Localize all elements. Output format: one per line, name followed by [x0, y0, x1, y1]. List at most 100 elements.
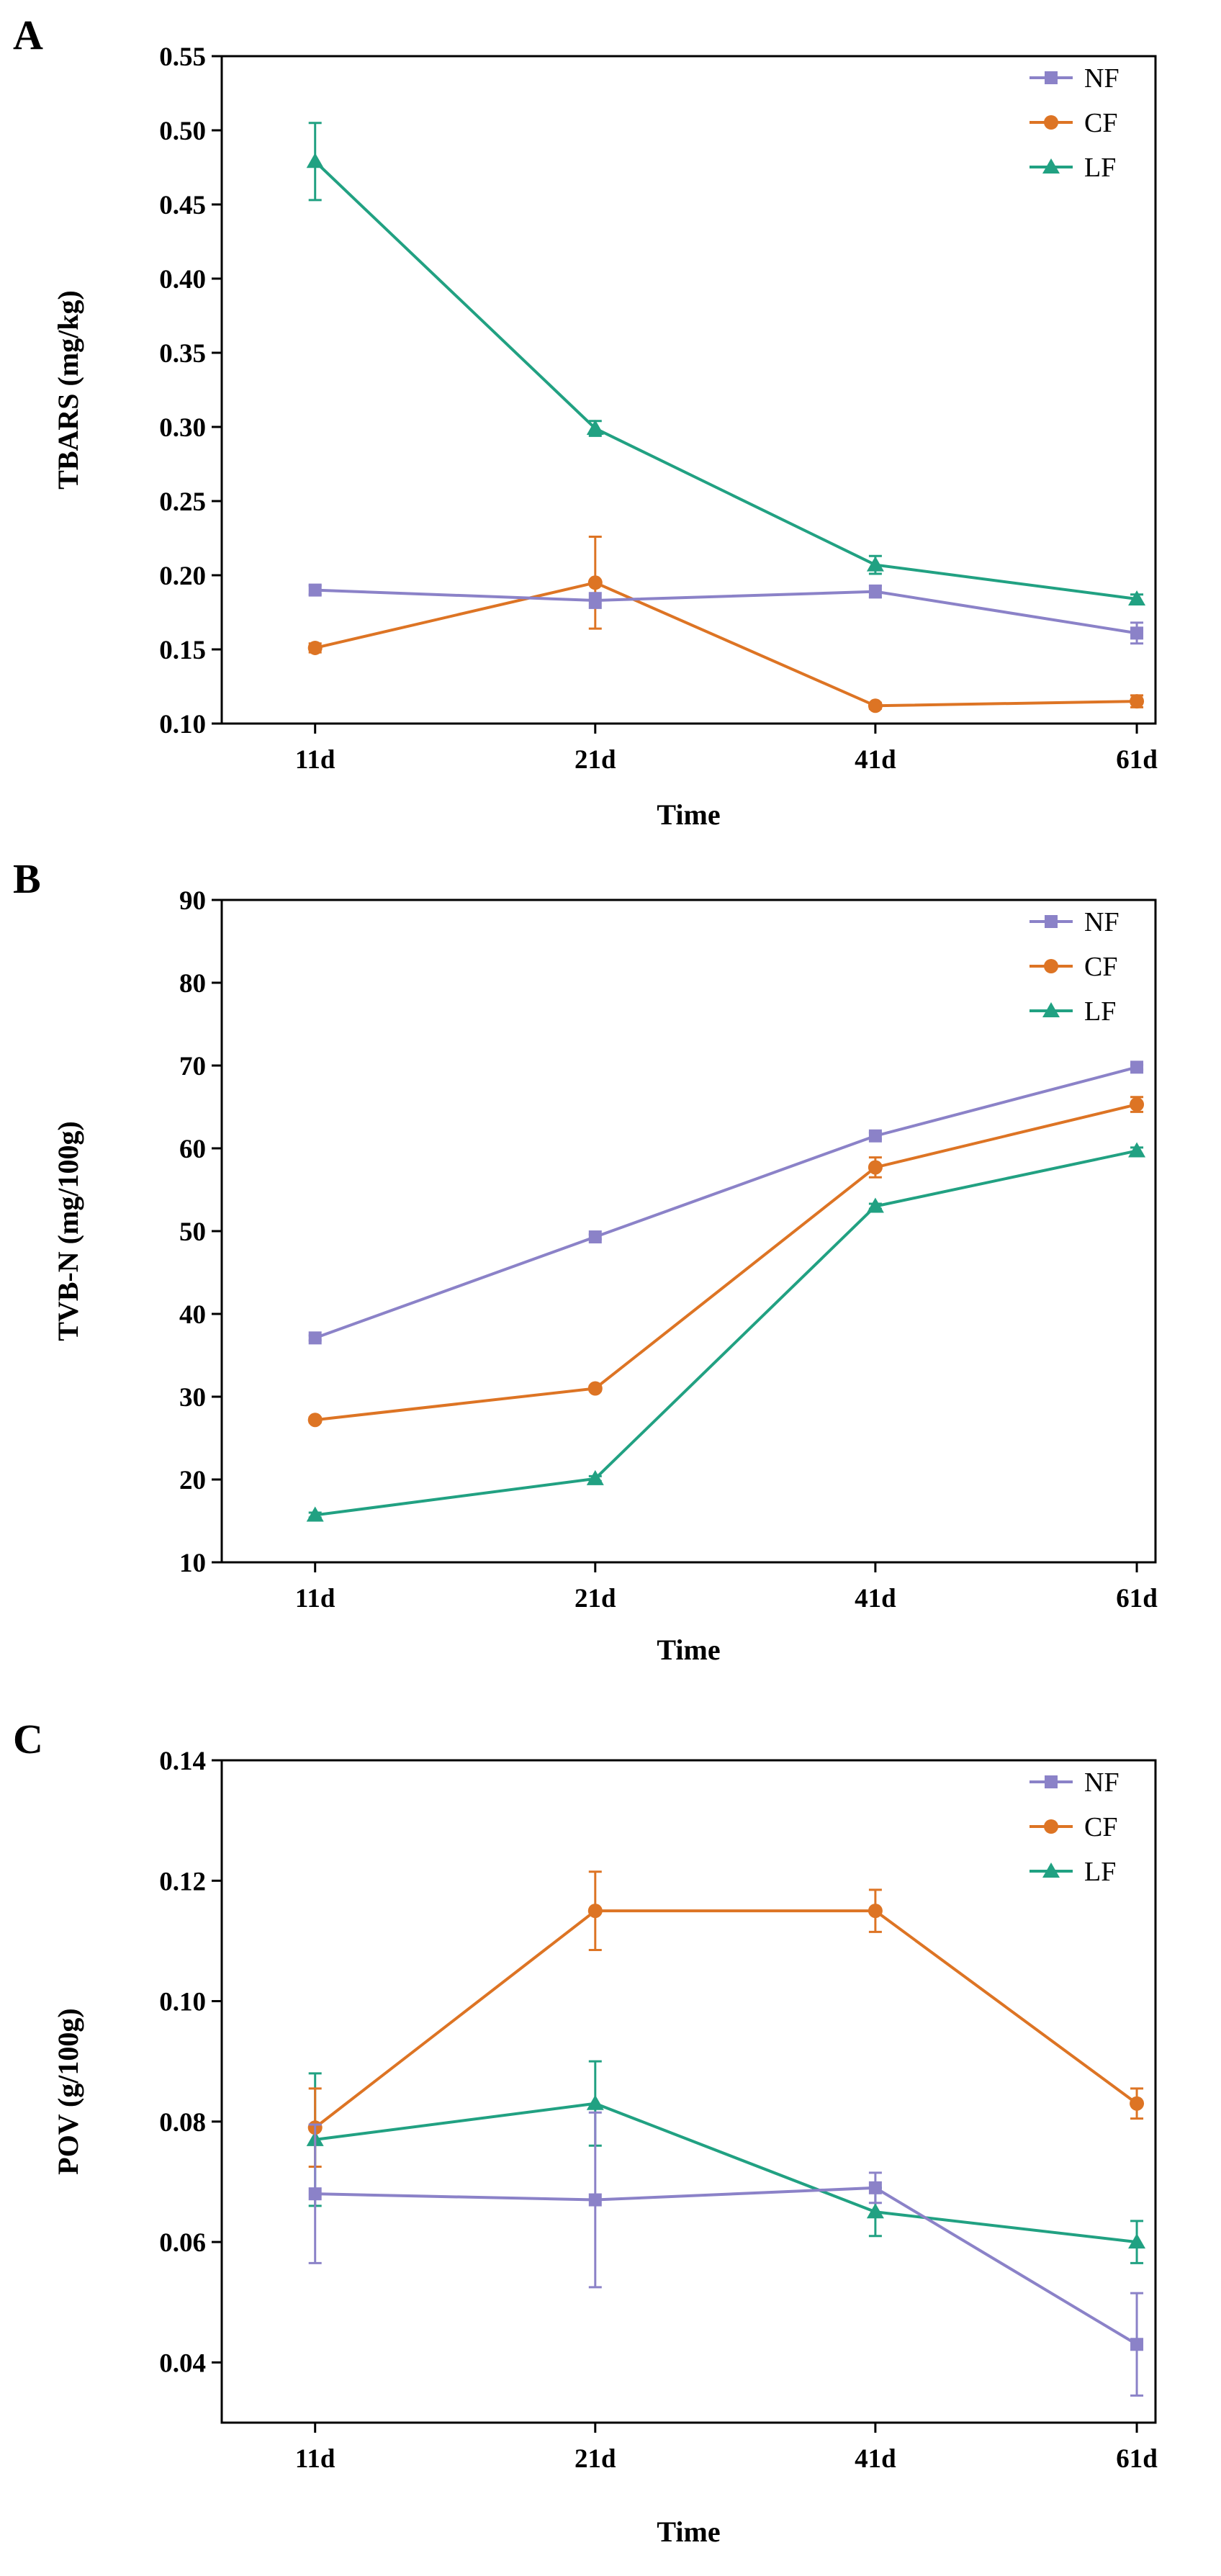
y-tick-label-b: 80 [179, 969, 206, 999]
y-tick-label-c: 0.08 [159, 2108, 206, 2138]
legend-marker-cf-b [1044, 959, 1058, 973]
x-tick-label-a: 11d [295, 745, 335, 775]
y-tick-label-c: 0.04 [159, 2348, 206, 2378]
data-point-nf-c [588, 2193, 602, 2207]
x-tick-label-c: 21d [575, 2444, 616, 2474]
y-tick-label-b: 10 [179, 1549, 206, 1578]
data-point-lf-b [866, 1197, 884, 1213]
y-tick-label-a: 0.40 [159, 265, 206, 294]
plot-frame-a [220, 55, 1157, 725]
y-tick-label-a: 0.35 [159, 339, 206, 369]
y-tick-label-a: 0.30 [159, 413, 206, 443]
y-tick-label-b: 60 [179, 1135, 206, 1164]
series-line-cf-a [315, 581, 1137, 708]
legend-marker-cf-a [1044, 115, 1058, 130]
y-tick-label-c: 0.14 [159, 1747, 206, 1776]
y-tick-label-a: 0.25 [159, 487, 206, 517]
data-point-cf-c [1130, 2096, 1145, 2111]
x-tick-label-c: 41d [855, 2444, 896, 2474]
series-line-cf-c [314, 1909, 1138, 2129]
legend-marker-lf-b [1042, 1002, 1060, 1017]
data-point-lf-c [1128, 2233, 1146, 2249]
series-lf-c [306, 2060, 1146, 2264]
legend-label-nf-a: NF [1084, 63, 1119, 94]
data-point-cf-a [868, 698, 883, 713]
x-tick-label-c: 11d [295, 2444, 335, 2474]
data-point-cf-a [307, 640, 323, 655]
y-tick-label-b: 20 [179, 1466, 206, 1495]
legend-marker-cf-c [1044, 1819, 1058, 1834]
y-axis-title-a: TBARS (mg/kg) [52, 290, 84, 490]
data-point-lf-a [586, 420, 604, 436]
y-tick-label-c: 0.10 [159, 1988, 206, 2017]
data-point-nf-b [308, 1331, 322, 1345]
legend-label-cf-c: CF [1084, 1812, 1117, 1842]
legend-label-nf-b: NF [1084, 907, 1119, 937]
series-cf-a [307, 535, 1145, 713]
x-tick-label-b: 41d [855, 1584, 896, 1613]
data-point-nf-b [868, 1129, 882, 1143]
series-line-lf-c [315, 2102, 1137, 2244]
y-axis-title-c: POV (g/100g) [52, 2008, 84, 2174]
data-point-nf-b [1130, 1060, 1144, 1074]
panel-c: C [13, 1716, 43, 1762]
series-nf-a [308, 583, 1144, 645]
chart-c: 0.04 0.06 0.08 0.10 0.12 0.14 11d 21d 41d 61d Time… [52, 1747, 1158, 2548]
data-point-cf-a [1130, 694, 1145, 709]
series-line-lf-b [315, 1149, 1137, 1517]
legend-label-lf-b: LF [1084, 996, 1116, 1027]
series-nf-c [308, 2111, 1144, 2397]
x-tick-label-b: 11d [295, 1584, 335, 1613]
y-tick-label-b: 70 [179, 1052, 206, 1081]
panel-letter-a: A [13, 12, 43, 58]
data-point-lf-c [586, 2094, 604, 2110]
y-tick-label-c: 0.12 [159, 1867, 206, 1896]
data-point-cf-b [307, 1413, 323, 1428]
y-tick-label-a: 0.45 [159, 191, 206, 220]
data-point-cf-b [587, 1381, 603, 1396]
series-line-nf-b [315, 1066, 1137, 1340]
legend-marker-nf-c [1045, 1775, 1058, 1788]
legend-label-lf-a: LF [1084, 153, 1116, 183]
series-lf-b [306, 1142, 1146, 1522]
legend-marker-nf-b [1045, 915, 1058, 928]
legend-label-cf-a: CF [1084, 108, 1117, 138]
data-point-nf-c [308, 2187, 322, 2201]
legend-b: NF CF LF [1029, 907, 1119, 1027]
y-tick-label-c: 0.06 [159, 2228, 206, 2258]
y-tick-label-b: 50 [179, 1217, 206, 1247]
data-point-lf-a [306, 153, 324, 168]
data-point-cf-c [868, 1904, 883, 1919]
series-cf-b [307, 1096, 1145, 1428]
legend-label-cf-b: CF [1084, 952, 1117, 982]
legend-c: NF CF LF [1029, 1767, 1119, 1887]
data-point-lf-b [1128, 1142, 1146, 1158]
data-point-nf-a [588, 594, 602, 608]
y-tick-label-a: 0.15 [159, 636, 206, 665]
y-tick-label-a: 0.50 [159, 117, 206, 146]
plot-frame-c [220, 1759, 1157, 2424]
chart-a: 0.10 0.15 0.20 0.25 0.30 0.35 0.40 0.45 0.50 0.55… [52, 42, 1158, 831]
legend-marker-nf-a [1045, 71, 1058, 84]
series-line-nf-a [315, 588, 1137, 635]
legend-label-lf-c: LF [1084, 1857, 1116, 1887]
data-point-lf-c [866, 2203, 884, 2219]
data-point-nf-c [1130, 2338, 1144, 2351]
panel-b: B [13, 855, 41, 902]
legend-label-nf-c: NF [1084, 1767, 1119, 1798]
data-point-lf-a [866, 556, 884, 572]
data-point-nf-c [868, 2181, 882, 2194]
data-point-cf-b [1130, 1097, 1145, 1112]
chart-b: 10 20 30 40 50 60 70 80 90 11d 21d 41d 61d Time TVB-N … [52, 886, 1158, 1666]
legend-a: NF CF LF [1029, 63, 1119, 183]
panel-letter-b: B [13, 855, 41, 902]
data-point-nf-b [588, 1230, 602, 1244]
data-point-lf-b [586, 1469, 604, 1485]
series-line-lf-a [314, 160, 1137, 600]
series-lf-a [306, 122, 1146, 605]
y-tick-label-b: 90 [179, 886, 206, 916]
y-tick-label-a: 0.55 [159, 42, 206, 72]
series-cf-c [307, 1870, 1145, 2169]
x-axis-title-c: Time [657, 2516, 720, 2548]
